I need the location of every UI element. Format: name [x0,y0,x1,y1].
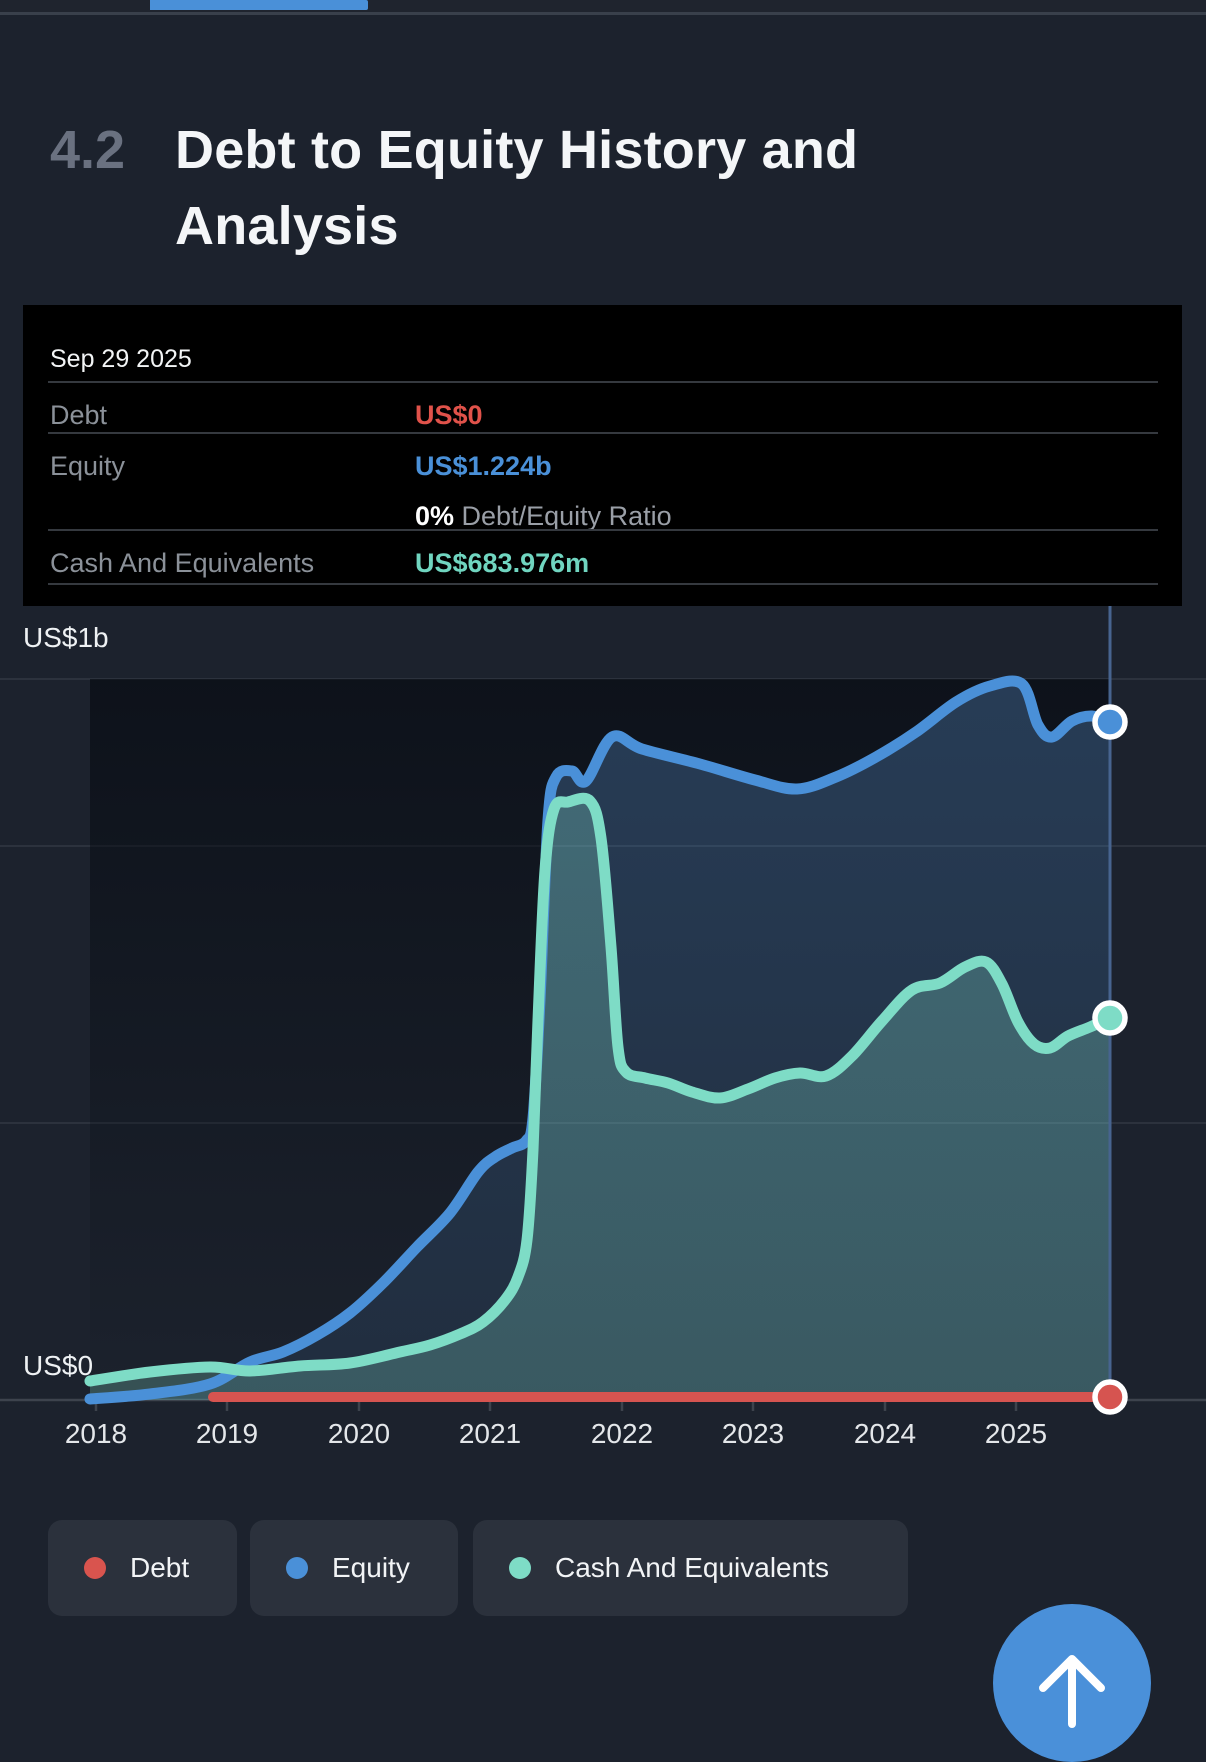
arrow-up-icon [1039,1655,1105,1728]
equity-color-dot-icon [286,1557,308,1579]
page-title: Debt to Equity History and Analysis [175,120,859,256]
scroll-to-top-fab[interactable] [993,1604,1151,1762]
y-axis-label-top: US$1b [23,622,109,653]
x-axis-year-label: 2025 [984,1418,1048,1449]
x-axis-year-label: 2024 [853,1418,917,1449]
debt-marker [1092,1379,1128,1415]
legend-label: Cash And Equivalents [555,1552,829,1583]
legend-item-cash[interactable]: Cash And Equivalents [473,1520,908,1616]
debt-color-dot-icon [84,1557,106,1579]
x-axis-year-label: 2019 [195,1418,259,1449]
x-axis-year-label: 2020 [327,1418,391,1449]
chart-area[interactable]: US$1b US$0 2018 2019 2020 2021 2022 2023 2024 2… [0,0,1206,1669]
x-axis-year-label: 2022 [590,1418,654,1449]
tooltip-debt-label: Debt [50,400,108,430]
x-axis-year-label: 2023 [721,1418,785,1449]
plot-backdrop [90,679,1110,1399]
tooltip-divider [48,529,1158,531]
cash-line [84,792,1116,1387]
cash-marker [1092,1000,1128,1036]
legend-item-equity[interactable]: Equity [250,1520,458,1616]
section-number: 4.2 [50,120,126,180]
tooltip-cash-label: Cash And Equivalents [50,548,315,578]
legend-label: Equity [332,1552,410,1583]
cash-color-dot-icon [509,1557,531,1579]
x-axis-year-label: 2021 [458,1418,522,1449]
progress-track [0,12,1206,15]
top-progress-bar [0,0,1206,15]
tooltip-divider [48,583,1158,585]
tooltip-divider [48,432,1158,434]
tooltip-ratio: 0% Debt/Equity Ratio [415,501,672,532]
tooltip-debt-value: US$0 [415,400,483,430]
tooltip-equity-value: US$1.224b [415,451,552,481]
tooltip-cash-value: US$683.976m [415,548,590,578]
tooltip-equity-label: Equity [50,451,126,481]
chart-canvas[interactable] [0,0,1206,1669]
cash-area-fill [90,798,1110,1400]
equity-line [84,675,1116,1405]
tooltip-divider [48,381,1158,383]
equity-marker [1092,704,1128,740]
y-axis-label-zero: US$0 [23,1350,94,1381]
tooltip-ratio-label: Debt/Equity Ratio [461,501,672,531]
chart-tooltip: Sep 29 2025 Debt US$0 Equity US$1.224b 0… [23,305,1182,606]
tooltip-date: Sep 29 2025 [50,345,192,373]
legend-label: Debt [130,1552,190,1583]
progress-fill [150,0,368,10]
legend-item-debt[interactable]: Debt [48,1520,237,1616]
x-axis-year-label: 2018 [64,1418,128,1449]
tooltip-ratio-value: 0% [415,501,455,531]
